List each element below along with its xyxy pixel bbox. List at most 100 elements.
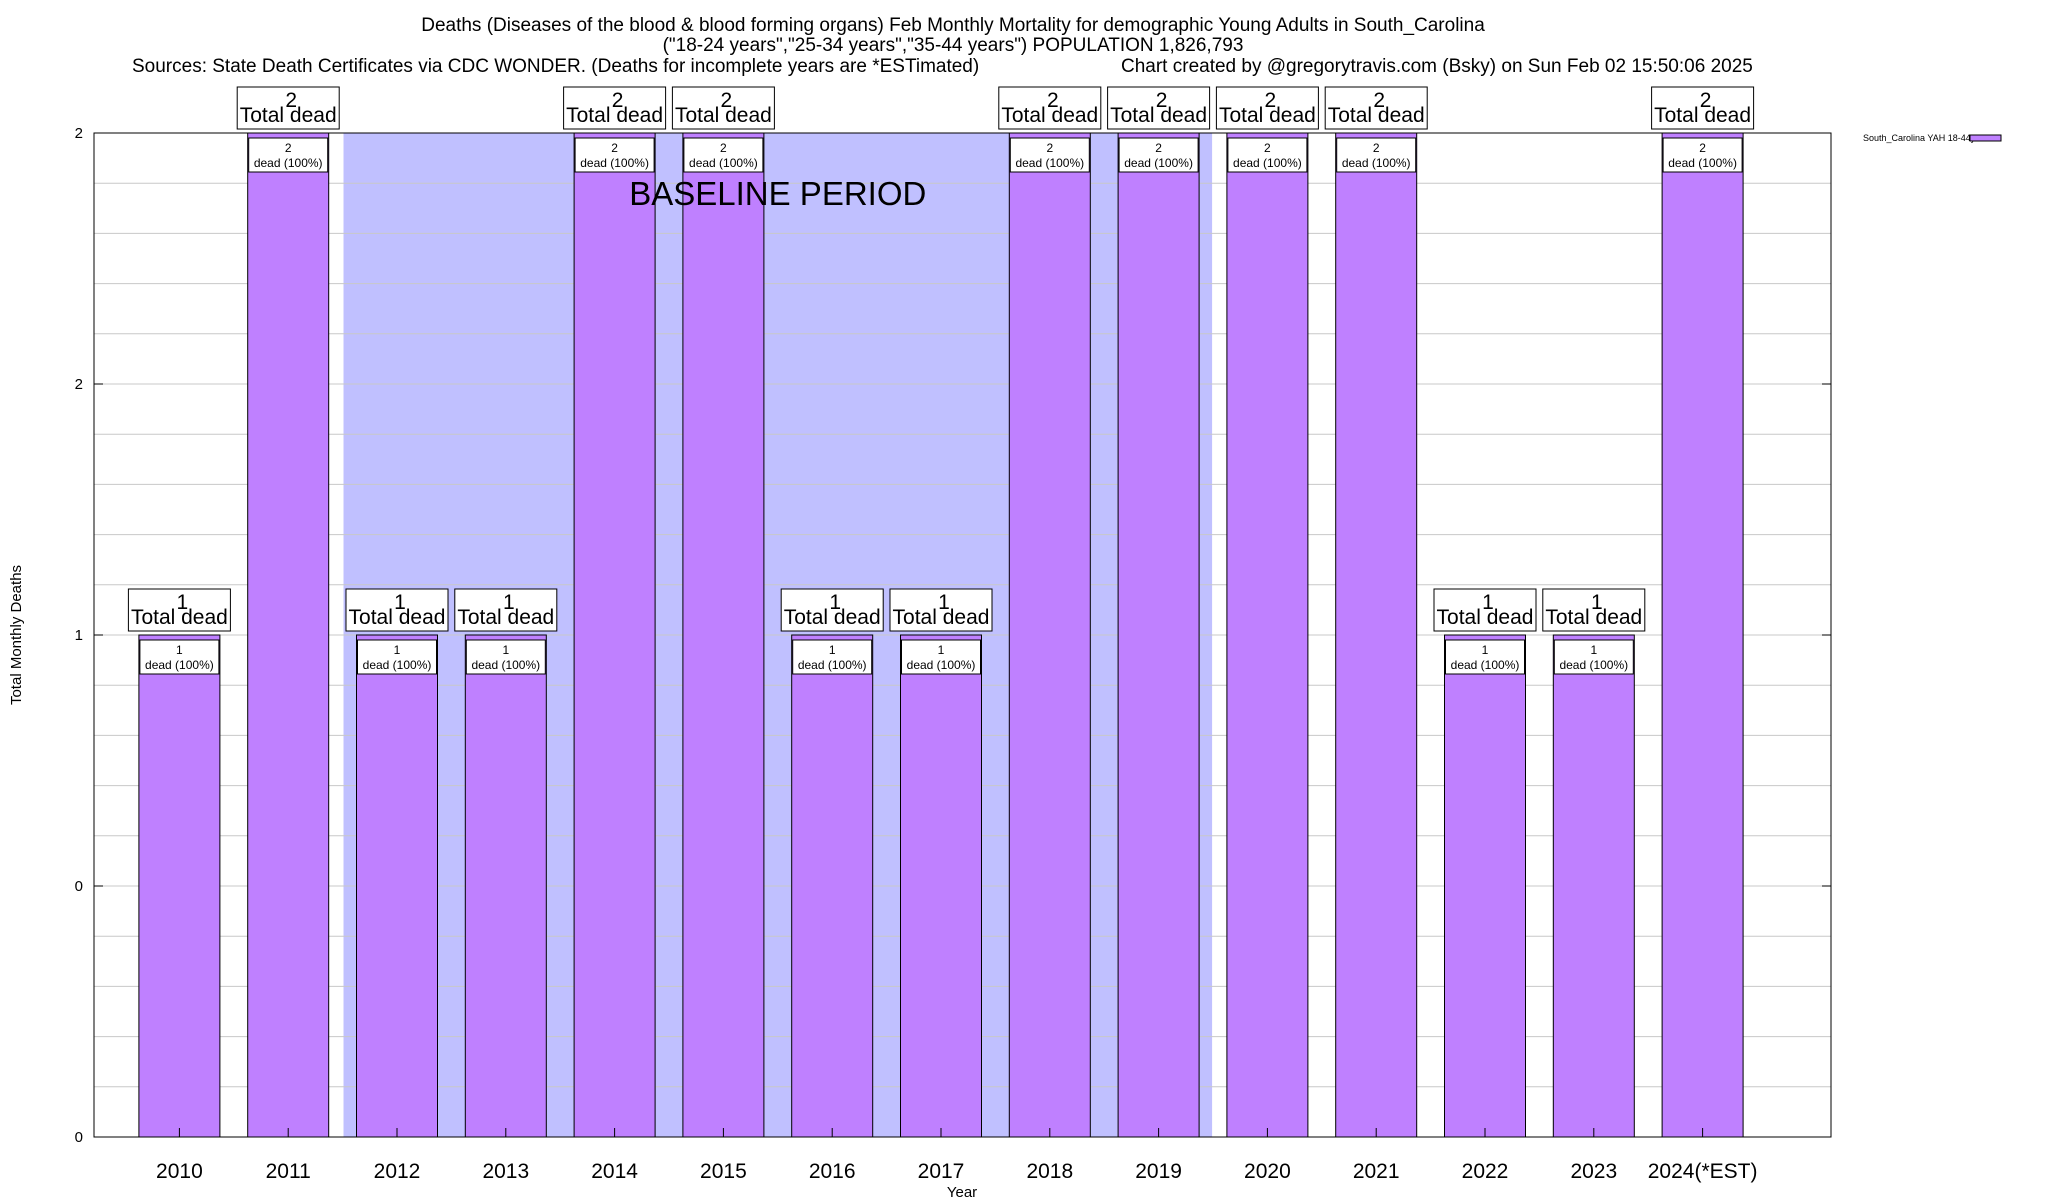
inner-label-text: dead (100%)	[1451, 658, 1520, 672]
bar-2017	[900, 634, 982, 1138]
inner-label-box	[1227, 137, 1308, 173]
inner-label-count: 2	[285, 141, 292, 155]
inner-label-box	[683, 137, 764, 173]
inner-label-count: 1	[1590, 643, 1597, 657]
inner-label-count: 1	[176, 643, 183, 657]
total-label-count: 1	[394, 591, 406, 614]
x-axis-label: Year	[947, 1184, 977, 1200]
inner-label-box	[248, 137, 329, 173]
total-label-count: 2	[721, 89, 733, 112]
total-label-text: Total dead	[1328, 104, 1425, 127]
total-label-text: Total dead	[1545, 606, 1642, 629]
legend-swatch	[1969, 134, 2002, 142]
inner-label-text: dead (100%)	[1233, 156, 1302, 170]
total-label-count: 1	[177, 591, 189, 614]
total-label-count: 1	[829, 591, 841, 614]
inner-label-box	[1009, 137, 1090, 173]
bar-2024(*EST)	[1661, 132, 1744, 1138]
total-label-count: 2	[1265, 89, 1277, 112]
inner-label-box	[139, 639, 220, 675]
x-tick-label: 2020	[1244, 1160, 1291, 1183]
x-tick-label: 2015	[700, 1160, 747, 1183]
total-label-box	[998, 86, 1102, 130]
total-label-text: Total dead	[1219, 104, 1316, 127]
x-tick-label: 2011	[266, 1160, 311, 1183]
y-ticks-layer: 0 0 1 2 2	[75, 125, 1831, 1146]
y-tick-label: 0	[75, 1129, 83, 1146]
total-label-box	[1215, 86, 1319, 130]
total-label-count: 1	[938, 591, 950, 614]
chart-sources-text: Sources: State Death Certificates via CD…	[132, 56, 979, 77]
total-label-box	[889, 588, 993, 632]
total-label-text: Total dead	[240, 104, 337, 127]
total-label-count: 2	[1156, 89, 1168, 112]
inner-label-box	[574, 137, 655, 173]
total-label-count: 1	[503, 591, 515, 614]
inner-label-text: dead (100%)	[798, 658, 867, 672]
baseline-period-label: BASELINE PERIOD	[629, 175, 926, 212]
total-label-box	[780, 588, 884, 632]
x-tick-label: 2023	[1570, 1160, 1617, 1183]
inner-label-box	[465, 639, 546, 675]
inner-label-text: dead (100%)	[1124, 156, 1193, 170]
inner-label-count: 2	[1373, 141, 1380, 155]
bar-2018	[1008, 132, 1091, 1138]
total-label-count: 2	[1700, 89, 1712, 112]
inner-label-text: dead (100%)	[580, 156, 649, 170]
bars-layer	[138, 132, 1744, 1138]
total-label-box	[671, 86, 775, 130]
inner-label-count: 2	[720, 141, 727, 155]
chart-title-line-2: ("18-24 years","25-34 years","35-44 year…	[663, 35, 1244, 56]
inner-label-text: dead (100%)	[145, 658, 214, 672]
inner-label-text: dead (100%)	[907, 658, 976, 672]
bar-2012	[356, 634, 438, 1138]
total-label-count: 1	[1591, 591, 1603, 614]
y-tick-label: 1	[75, 627, 83, 644]
y-tick-label: 0	[75, 878, 83, 895]
inner-label-count: 2	[1264, 141, 1271, 155]
bar-2019	[1117, 132, 1200, 1138]
x-tick-label: 2014	[591, 1160, 638, 1183]
bar-2016	[791, 634, 874, 1138]
inner-label-box	[1662, 137, 1743, 173]
x-tick-label: 2022	[1462, 1160, 1509, 1183]
total-label-text: Total dead	[131, 606, 228, 629]
total-label-text: Total dead	[1654, 104, 1751, 127]
bar-2010	[138, 634, 221, 1138]
inner-label-count: 1	[829, 643, 836, 657]
total-label-box	[563, 86, 667, 130]
y-tick-label: 2	[75, 376, 83, 393]
bar-2011	[247, 132, 330, 1138]
inner-label-count: 2	[1046, 141, 1053, 155]
bar-2013	[464, 634, 547, 1138]
x-tick-label: 2017	[918, 1160, 965, 1183]
total-label-box	[1433, 588, 1537, 632]
total-label-count: 2	[285, 89, 297, 112]
inner-label-count: 2	[1699, 141, 1706, 155]
total-label-text: Total dead	[784, 606, 881, 629]
inner-label-box	[1118, 137, 1199, 173]
inner-label-box	[1553, 639, 1634, 675]
bar-2021	[1335, 132, 1418, 1138]
total-label-box	[1651, 86, 1755, 130]
inner-label-text: dead (100%)	[1668, 156, 1737, 170]
inner-label-count: 1	[938, 643, 945, 657]
x-tick-label: 2010	[156, 1160, 203, 1183]
y-axis-label: Total Monthly Deaths	[8, 565, 25, 705]
inner-label-count: 1	[394, 643, 401, 657]
total-label-box	[1324, 86, 1428, 130]
x-tick-label: 2012	[374, 1160, 421, 1183]
x-tick-label: 2013	[482, 1160, 529, 1183]
total-label-box	[345, 588, 449, 632]
bar-2015	[682, 132, 765, 1138]
x-ticks-layer: 2010 2011 2012 2013 2014 2015 2016 2017 2018 2019…	[156, 1128, 1757, 1183]
inner-label-text: dead (100%)	[689, 156, 758, 170]
total-label-count: 2	[1047, 89, 1059, 112]
total-label-count: 2	[612, 89, 624, 112]
bar-2023	[1552, 634, 1635, 1138]
total-label-text: Total dead	[1437, 606, 1534, 629]
y-tick-label: 2	[75, 125, 83, 142]
